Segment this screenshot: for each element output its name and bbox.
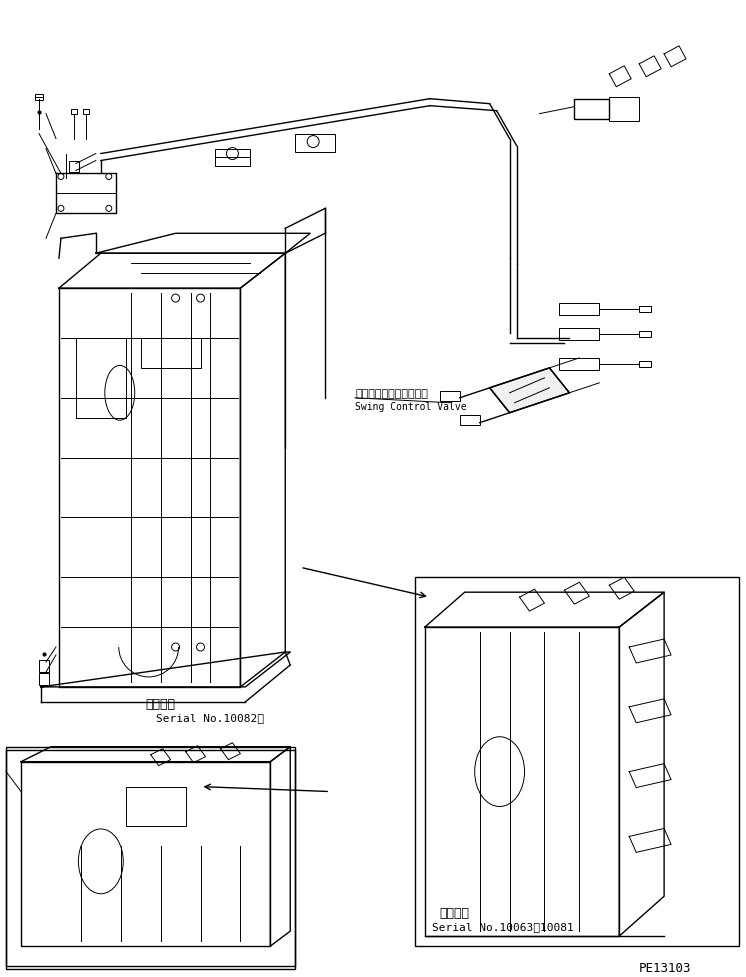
Bar (83, 109, 89, 114)
Bar (126, 786, 186, 827)
Bar (639, 307, 651, 313)
Text: Swing Control Valve: Swing Control Valve (355, 402, 467, 411)
Bar (141, 339, 201, 368)
Bar (560, 359, 599, 370)
FancyBboxPatch shape (6, 750, 295, 969)
Bar (415, 577, 739, 946)
Bar (574, 100, 609, 119)
Text: Serial No.10082～: Serial No.10082～ (156, 712, 263, 722)
Bar (295, 135, 335, 152)
Bar (39, 660, 49, 672)
Text: 旋回コントロールバルブ: 旋回コントロールバルブ (355, 389, 428, 399)
Bar (69, 161, 79, 173)
Bar (460, 415, 480, 425)
Bar (560, 304, 599, 316)
Bar (639, 331, 651, 338)
Polygon shape (489, 368, 569, 413)
Bar (76, 339, 126, 418)
Text: 適用号機: 適用号機 (145, 698, 176, 710)
Text: 適用号機: 適用号機 (440, 907, 470, 919)
Text: Serial No.10063～10081: Serial No.10063～10081 (432, 921, 574, 931)
Bar (440, 392, 460, 402)
Text: PE13103: PE13103 (639, 961, 692, 974)
Bar (35, 95, 43, 101)
Bar (216, 149, 251, 167)
Bar (71, 109, 77, 114)
Bar (560, 328, 599, 341)
Bar (639, 361, 651, 367)
Bar (39, 673, 49, 685)
Bar (609, 98, 639, 121)
Bar (6, 747, 295, 966)
